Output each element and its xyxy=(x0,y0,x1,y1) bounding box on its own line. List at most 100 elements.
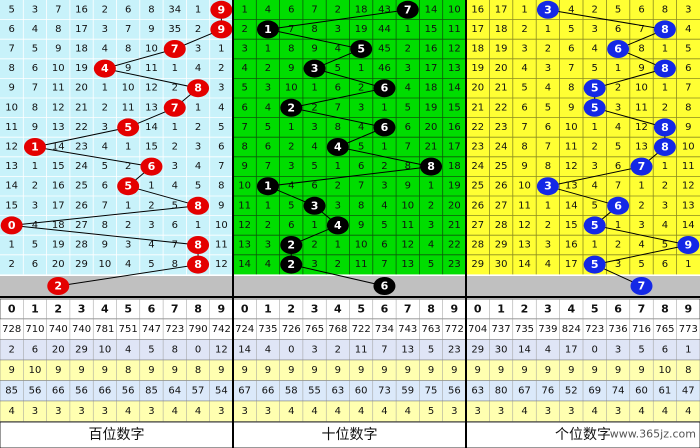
miss-count: 7 xyxy=(615,181,621,192)
stat-value: 4 xyxy=(381,406,387,417)
miss-count: 7 xyxy=(32,83,38,94)
stat-value: 3 xyxy=(78,406,84,417)
stat-value: 4 xyxy=(685,406,691,417)
miss-count: 8 xyxy=(685,102,691,113)
miss-count: 2 xyxy=(195,24,201,35)
miss-count: 3 xyxy=(545,63,551,74)
miss-count: 1 xyxy=(545,200,551,211)
stat-value: 12 xyxy=(215,344,228,355)
miss-count: 14 xyxy=(425,4,438,15)
miss-count: 14 xyxy=(145,122,158,133)
stat-value: 11 xyxy=(355,344,368,355)
miss-count: 4 xyxy=(545,259,551,270)
miss-count: 5 xyxy=(405,102,411,113)
miss-count: 4 xyxy=(568,4,574,15)
miss-count: 2 xyxy=(662,102,668,113)
draw-digit: 7 xyxy=(404,3,412,16)
miss-count: 7 xyxy=(685,83,691,94)
miss-count: 3 xyxy=(428,220,434,231)
draw-ball xyxy=(256,177,279,196)
miss-count: 23 xyxy=(448,259,461,270)
miss-count: 22 xyxy=(448,240,461,251)
miss-count: 2 xyxy=(615,240,621,251)
miss-count: 8 xyxy=(148,4,154,15)
miss-count: 3 xyxy=(335,200,341,211)
stat-value: 736 xyxy=(609,324,628,335)
draw-ball xyxy=(583,79,606,98)
miss-count: 3 xyxy=(195,142,201,153)
draw-digit: 6 xyxy=(381,121,389,134)
stat-value: 740 xyxy=(72,324,91,335)
miss-count: 43 xyxy=(378,4,391,15)
latest-row-bg xyxy=(0,276,233,296)
stat-value: 6 xyxy=(32,344,38,355)
miss-count: 9 xyxy=(102,240,108,251)
draw-digit: 6 xyxy=(381,280,389,293)
miss-count: 3 xyxy=(592,24,598,35)
miss-count: 14 xyxy=(52,142,65,153)
miss-count: 14 xyxy=(565,200,578,211)
miss-count: 8 xyxy=(102,220,108,231)
stat-value: 763 xyxy=(422,324,441,335)
stat-value: 4 xyxy=(545,344,551,355)
stat-value: 63 xyxy=(331,385,344,396)
miss-count: 2 xyxy=(288,142,294,153)
miss-count: 15 xyxy=(5,200,18,211)
draw-digit: 1 xyxy=(264,180,272,193)
draw-digit: 9 xyxy=(684,239,692,252)
stat-value: 66 xyxy=(262,385,275,396)
draw-digit: 5 xyxy=(124,121,132,134)
digit-header: 1 xyxy=(497,303,505,316)
draw-ball xyxy=(187,79,210,98)
miss-count: 12 xyxy=(238,220,251,231)
miss-count: 8 xyxy=(358,200,364,211)
draw-ball xyxy=(163,40,186,58)
digit-header: 9 xyxy=(218,303,226,316)
miss-count: 6 xyxy=(218,142,224,153)
miss-count: 6 xyxy=(685,63,691,74)
stat-value: 740 xyxy=(49,324,68,335)
footer-bg xyxy=(0,421,234,448)
draw-ball xyxy=(256,20,279,39)
draw-ball xyxy=(280,98,303,117)
stat-value: 56 xyxy=(75,385,88,396)
stat-value: 0 xyxy=(592,344,598,355)
miss-count: 4 xyxy=(218,102,224,113)
miss-count: 21 xyxy=(75,102,88,113)
miss-count: 17 xyxy=(52,200,65,211)
miss-count: 6 xyxy=(241,102,247,113)
miss-count: 4 xyxy=(545,83,551,94)
miss-count: 5 xyxy=(521,83,527,94)
miss-count: 28 xyxy=(75,240,88,251)
miss-count: 16 xyxy=(471,4,484,15)
draw-ball xyxy=(187,255,210,274)
miss-count: 13 xyxy=(635,142,648,153)
stat-value: 4 xyxy=(172,406,178,417)
miss-count: 7 xyxy=(241,122,247,133)
miss-count: 10 xyxy=(285,83,298,94)
draw-digit: 8 xyxy=(194,82,202,95)
draw-digit: 5 xyxy=(591,82,599,95)
panel-label: 个位数字 xyxy=(555,427,611,443)
miss-count: 2 xyxy=(335,259,341,270)
digit-header: 5 xyxy=(124,303,132,316)
stat-value: 3 xyxy=(451,406,457,417)
stat-value: 9 xyxy=(172,365,178,376)
digit-header: 0 xyxy=(8,303,16,316)
draw-ball xyxy=(420,157,443,176)
miss-count: 12 xyxy=(448,44,461,55)
draw-digit: 4 xyxy=(334,141,342,154)
miss-count: 10 xyxy=(52,63,65,74)
draw-ball xyxy=(677,236,700,254)
draw-digit: 4 xyxy=(334,219,342,232)
draw-digit: 7 xyxy=(638,280,646,293)
miss-count: 9 xyxy=(218,200,224,211)
miss-count: 1 xyxy=(662,44,668,55)
stat-value: 3 xyxy=(148,406,154,417)
miss-count: 1 xyxy=(381,142,387,153)
miss-count: 10 xyxy=(635,83,648,94)
stat-value: 3 xyxy=(55,406,61,417)
miss-count: 6 xyxy=(288,220,294,231)
miss-count: 4 xyxy=(265,102,271,113)
miss-count: 27 xyxy=(75,220,88,231)
